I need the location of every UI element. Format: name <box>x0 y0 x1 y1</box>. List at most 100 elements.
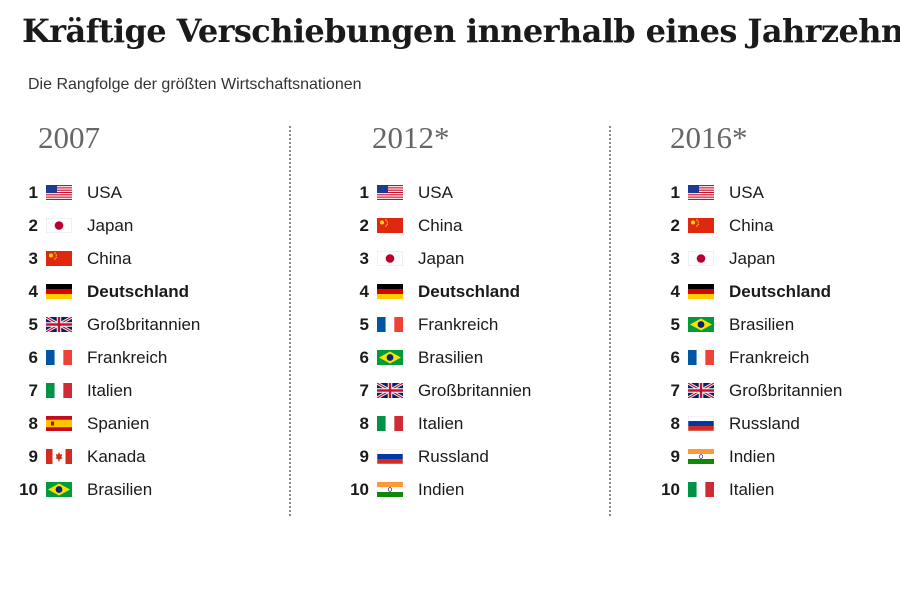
rank-number: 7 <box>670 380 680 400</box>
rank-number: 2 <box>670 215 680 235</box>
ranking-row: 6 Frankreich <box>16 341 200 374</box>
country-name: Japan <box>418 248 465 268</box>
country-name: Kanada <box>87 446 146 466</box>
de-flag-icon <box>46 284 72 299</box>
ranking-row: 7 Italien <box>16 374 200 407</box>
rank-number: 8 <box>670 413 680 433</box>
gb-flag-icon <box>377 383 403 398</box>
rank-number: 2 <box>28 215 38 235</box>
country-name: Brasilien <box>418 347 484 367</box>
jp-flag-icon <box>46 218 72 233</box>
country-name: Deutschland <box>729 281 832 301</box>
ranking-row: 3 Japan <box>347 242 531 275</box>
rank-number: 10 <box>19 479 38 499</box>
country-name: Indien <box>418 479 465 499</box>
ranking-row: 6 Frankreich <box>658 341 842 374</box>
country-name: Spanien <box>87 413 150 433</box>
gb-flag-icon <box>46 317 72 332</box>
rank-number: 1 <box>359 182 369 202</box>
country-name: Großbritannien <box>418 380 532 400</box>
ca-flag-icon <box>46 449 72 464</box>
rank-number: 4 <box>359 281 369 301</box>
rank-number: 3 <box>28 248 38 268</box>
chart-subtitle: Die Rangfolge der größten Wirtschaftsnat… <box>28 76 362 93</box>
in-flag-icon <box>688 449 714 464</box>
rank-number: 2 <box>359 215 369 235</box>
ranking-row: 1 USA <box>16 176 200 209</box>
column-divider <box>289 126 291 516</box>
ranking-row: 2 China <box>347 209 531 242</box>
br-flag-icon <box>46 482 72 497</box>
ranking-list: 1 USA 2 China 3 Japan 4 Deutschland 5 Frankreich 6… <box>347 176 531 506</box>
ranking-row: 4 Deutschland <box>16 275 200 308</box>
ranking-list: 1 USA 2 China 3 Japan 4 Deutschland 5 Brasilien 6 F… <box>658 176 842 506</box>
ranking-row: 7 Großbritannien <box>347 374 532 407</box>
ranking-row: 9 Indien <box>658 440 842 473</box>
country-name: Großbritannien <box>729 380 843 400</box>
rank-number: 8 <box>359 413 369 433</box>
fr-flag-icon <box>377 317 403 332</box>
ranking-row: 4 Deutschland <box>347 275 531 308</box>
it-flag-icon <box>46 383 72 398</box>
it-flag-icon <box>688 482 714 497</box>
jp-flag-icon <box>688 251 714 266</box>
rank-number: 6 <box>28 347 38 367</box>
rank-number: 9 <box>670 446 680 466</box>
country-name: Japan <box>87 215 134 235</box>
ranking-row: 7 Großbritannien <box>658 374 843 407</box>
rank-number: 1 <box>28 182 38 202</box>
cn-flag-icon <box>688 218 714 233</box>
rank-number: 5 <box>359 314 369 334</box>
country-name: Brasilien <box>87 479 153 499</box>
column-year: 2007 <box>38 120 100 155</box>
country-name: Japan <box>729 248 776 268</box>
ranking-row: 5 Brasilien <box>658 308 842 341</box>
country-name: Deutschland <box>87 281 190 301</box>
rank-number: 6 <box>359 347 369 367</box>
ru-flag-icon <box>377 449 403 464</box>
country-name: Italien <box>87 380 133 400</box>
country-name: China <box>418 215 463 235</box>
ranking-row: 2 Japan <box>16 209 200 242</box>
rank-number: 10 <box>661 479 680 499</box>
ranking-row: 2 China <box>658 209 842 242</box>
rank-number: 7 <box>28 380 38 400</box>
rank-number: 9 <box>28 446 38 466</box>
ranking-row: 4 Deutschland <box>658 275 842 308</box>
rank-number: 4 <box>670 281 680 301</box>
country-name: USA <box>418 182 453 202</box>
ranking-row: 1 USA <box>347 176 531 209</box>
de-flag-icon <box>688 284 714 299</box>
ru-flag-icon <box>688 416 714 431</box>
country-name: China <box>729 215 774 235</box>
rank-number: 5 <box>28 314 38 334</box>
it-flag-icon <box>377 416 403 431</box>
ranking-row: 6 Brasilien <box>347 341 531 374</box>
fr-flag-icon <box>46 350 72 365</box>
rank-number: 9 <box>359 446 369 466</box>
cn-flag-icon <box>377 218 403 233</box>
ranking-row: 3 China <box>16 242 200 275</box>
ranking-row: 8 Spanien <box>16 407 200 440</box>
ranking-row: 8 Russland <box>658 407 842 440</box>
ranking-row: 9 Kanada <box>16 440 200 473</box>
rank-number: 3 <box>359 248 369 268</box>
rank-number: 10 <box>350 479 369 499</box>
rank-number: 6 <box>670 347 680 367</box>
us-flag-icon <box>688 185 714 200</box>
ranking-row: 10 Italien <box>658 473 842 506</box>
ranking-row: 10 Brasilien <box>16 473 200 506</box>
country-name: Indien <box>729 446 776 466</box>
ranking-row: 5 Großbritannien <box>16 308 201 341</box>
us-flag-icon <box>46 185 72 200</box>
us-flag-icon <box>377 185 403 200</box>
ranking-column-2: 2016* 1 USA 2 China 3 Japan 4 Deutschland 5 Brasi… <box>658 118 842 506</box>
ranking-row: 1 USA <box>658 176 842 209</box>
country-name: Russland <box>729 413 800 433</box>
country-name: USA <box>729 182 764 202</box>
de-flag-icon <box>377 284 403 299</box>
rank-number: 3 <box>670 248 680 268</box>
rank-number: 4 <box>28 281 38 301</box>
country-name: Italien <box>729 479 775 499</box>
es-flag-icon <box>46 416 72 431</box>
